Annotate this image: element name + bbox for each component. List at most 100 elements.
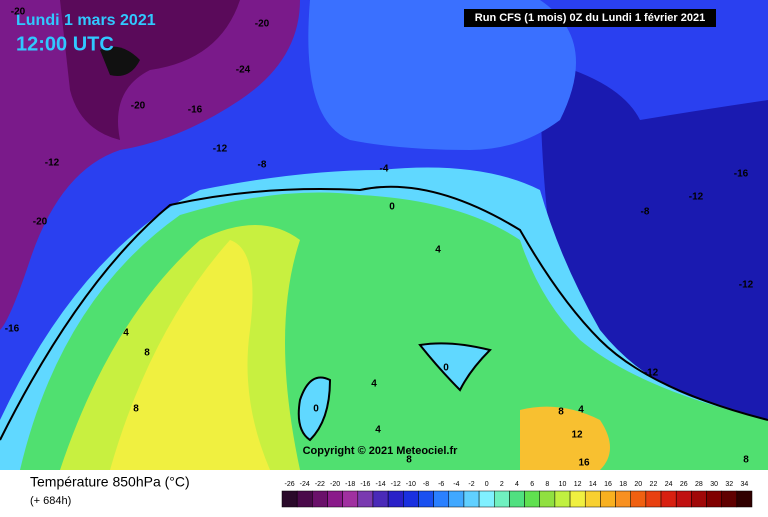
scale-swatch: [478, 490, 495, 508]
contour-label: -12: [644, 368, 659, 379]
contour-label: -4: [380, 164, 389, 175]
warm-core: [110, 240, 270, 470]
scale-swatch: [357, 490, 374, 508]
contour-label: -20: [33, 217, 48, 228]
scale-swatch: [630, 490, 647, 508]
scale-label: -6: [438, 481, 444, 488]
scale-label: 34: [741, 481, 749, 488]
scale-label: 22: [650, 481, 658, 488]
contour-label: -20: [255, 19, 270, 30]
contour-label: -8: [641, 207, 650, 218]
scale-label: 4: [515, 481, 519, 488]
scale-swatch: [539, 490, 556, 508]
scale-swatch: [387, 490, 404, 508]
contour-label: 8: [558, 407, 564, 418]
scale-swatch: [675, 490, 692, 508]
scale-swatch: [660, 490, 677, 508]
scale-label: 6: [530, 481, 534, 488]
contour-label: 4: [371, 379, 377, 390]
contour-label: 8: [406, 455, 412, 466]
scale-label: 18: [619, 481, 627, 488]
scale-swatch: [312, 490, 328, 508]
scale-label: -8: [423, 481, 429, 488]
scale-label: -20: [330, 481, 340, 488]
cold-core: [60, 0, 240, 140]
scale-label: 12: [574, 481, 582, 488]
contour-label: 8: [133, 404, 139, 415]
scale-swatch: [296, 490, 313, 508]
scale-label: 32: [725, 481, 733, 488]
scale-swatch: [448, 490, 465, 508]
scale-swatch: [584, 490, 601, 508]
scale-label: 0: [485, 481, 489, 488]
contour-label: -12: [689, 192, 704, 203]
scale-swatch: [721, 490, 738, 508]
contour-label: 0: [443, 363, 449, 374]
run-box: [464, 9, 716, 27]
cold-core: [100, 46, 140, 76]
scale-label: 30: [710, 481, 718, 488]
contour-label: -16: [734, 169, 749, 180]
contour-label: -20: [131, 101, 146, 112]
scale-label: 10: [559, 481, 567, 488]
contour-label: -12: [739, 280, 754, 291]
scale-swatch: [554, 490, 571, 508]
contour-label: 4: [578, 405, 584, 416]
scale-swatch: [509, 490, 525, 508]
scale-label: 28: [695, 481, 703, 488]
scale-label: -12: [391, 481, 401, 488]
contour-label: -16: [188, 105, 203, 116]
contour-label: 8: [743, 455, 749, 466]
scale-swatch: [327, 490, 343, 508]
scale-swatch: [645, 490, 662, 508]
scale-swatch: [736, 490, 753, 508]
contour-label: 0: [389, 202, 395, 213]
scale-swatch: [281, 490, 298, 508]
contour-label: -12: [213, 144, 228, 155]
footer-title: Température 850hPa (°C): [30, 474, 190, 490]
scale-label: 20: [634, 481, 642, 488]
scale-swatch: [418, 490, 434, 508]
zero-isotherm: [0, 185, 768, 441]
contour-label: 0: [313, 404, 319, 415]
scale-label: 26: [680, 481, 688, 488]
scale-label: -16: [360, 481, 370, 488]
zero-isotherm: [418, 342, 492, 392]
scale-label: -24: [300, 481, 310, 488]
scale-swatch: [494, 490, 510, 508]
scale-swatch: [372, 490, 389, 508]
contour-label: -20: [11, 7, 26, 18]
scale-label: -18: [345, 481, 355, 488]
run-info: Run CFS (1 mois) 0Z du Lundi 1 février 2…: [475, 12, 705, 24]
scale-swatch: [691, 490, 707, 508]
scale-label: 2: [500, 481, 504, 488]
contour-label: 12: [571, 430, 583, 441]
scale-swatch: [463, 490, 480, 508]
scale-label: -10: [406, 481, 416, 488]
zero-isotherm: [297, 376, 332, 442]
scale-label: -14: [375, 481, 385, 488]
scale-label: 16: [604, 481, 612, 488]
scale-label: 14: [589, 481, 597, 488]
scale-label: -4: [453, 481, 459, 488]
copyright: Copyright © 2021 Meteociel.fr: [303, 445, 459, 457]
contour-label: -12: [45, 158, 60, 169]
scale-label: 8: [545, 481, 549, 488]
scale-swatch: [706, 490, 722, 508]
scale-label: 24: [665, 481, 673, 488]
scale-label: -26: [285, 481, 295, 488]
contour-label: 4: [123, 328, 129, 339]
hot-area: [520, 406, 610, 470]
time: 12:00 UTC: [16, 33, 114, 55]
contour-label: 4: [435, 245, 441, 256]
contour-label: -16: [5, 324, 20, 335]
mild-area: [308, 0, 576, 150]
scale-swatch: [615, 490, 631, 508]
scale-swatch: [403, 490, 419, 508]
scale-label: -2: [468, 481, 474, 488]
scale-swatch: [524, 490, 540, 508]
contour-label: -8: [258, 160, 267, 171]
scale-swatch: [342, 490, 359, 508]
scale-swatch: [600, 490, 616, 508]
